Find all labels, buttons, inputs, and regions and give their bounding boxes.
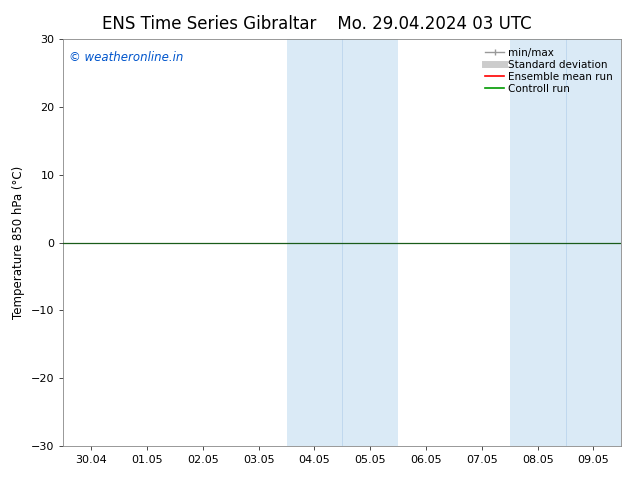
Text: © weatheronline.in: © weatheronline.in [69,51,183,64]
Bar [287,39,398,446]
Text: ENS Time Series Gibraltar    Mo. 29.04.2024 03 UTC: ENS Time Series Gibraltar Mo. 29.04.2024… [102,15,532,33]
Bar [510,39,621,446]
Legend: min/max, Standard deviation, Ensemble mean run, Controll run: min/max, Standard deviation, Ensemble me… [482,45,616,97]
Y-axis label: Temperature 850 hPa (°C): Temperature 850 hPa (°C) [12,166,25,319]
